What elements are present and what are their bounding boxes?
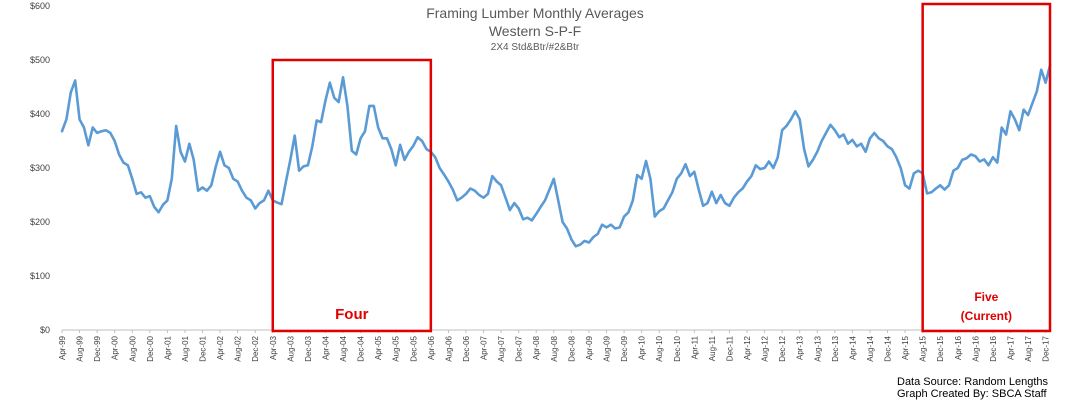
x-tick-label: Apr-17 [1006,335,1015,360]
x-tick-label: Dec-15 [936,335,945,361]
x-tick-label: Aug-14 [866,335,875,361]
x-tick-label: Aug-01 [181,335,190,361]
x-tick-label: Dec-00 [146,335,155,361]
x-tick-label: Apr-07 [480,335,489,360]
x-tick-label: Apr-05 [374,335,383,360]
y-tick-label: $400 [30,109,50,119]
y-tick-label: $200 [30,217,50,227]
x-tick-label: Dec-03 [304,335,313,361]
x-tick-label: Dec-12 [778,335,787,361]
x-tick-label: Aug-00 [128,335,137,361]
x-tick-label: Apr-01 [163,335,172,360]
series-line [60,64,1052,248]
y-tick-label: $600 [30,1,50,11]
annotation-box [271,58,433,333]
x-tick-label: Apr-14 [848,335,857,360]
x-tick-label: Aug-17 [1024,335,1033,361]
x-tick-label: Aug-15 [919,335,928,361]
x-tick-label: Apr-11 [690,335,699,359]
x-tick-label: Dec-09 [620,335,629,361]
annotation-box [921,2,1052,333]
x-tick-label: Apr-13 [796,335,805,360]
x-tick-label: Dec-02 [251,335,260,361]
x-tick-label: Aug-10 [655,335,664,361]
x-tick-label: Dec-06 [462,335,471,361]
x-tick-label: Dec-05 [409,335,418,361]
annotation-label: Five [974,290,998,304]
x-tick-label: Apr-10 [638,335,647,360]
x-tick-label: Aug-05 [392,335,401,361]
x-tick-label: Aug-11 [708,335,717,361]
x-tick-label: Dec-10 [673,335,682,361]
data-source-note: Data Source: Random Lengths Graph Create… [897,376,1048,400]
x-tick-label: Apr-04 [321,335,330,360]
x-tick-label: Dec-14 [884,335,893,361]
annotation-label: Four [335,306,368,323]
created-by-line: Graph Created By: SBCA Staff [897,388,1047,400]
x-tick-label: Apr-06 [427,335,436,360]
x-tick-label: Apr-15 [901,335,910,360]
x-tick-label: Apr-03 [269,335,278,360]
x-tick-label: Aug-12 [761,335,770,361]
x-tick-label: Dec-11 [725,335,734,361]
source-line: Data Source: Random Lengths [897,376,1049,388]
x-tick-label: Dec-99 [93,335,102,361]
x-tick-label: Apr-16 [954,335,963,360]
x-tick-label: Aug-02 [234,335,243,361]
x-tick-label: Aug-06 [444,335,453,361]
x-tick-label: Dec-13 [831,335,840,361]
x-tick-label: Dec-17 [1042,335,1051,361]
x-tick-label: Apr-09 [585,335,594,360]
x-tick-label: Dec-07 [515,335,524,361]
x-tick-label: Aug-09 [602,335,611,361]
x-tick-label: Dec-16 [989,335,998,361]
x-tick-label: Aug-99 [76,335,85,361]
x-tick-label: Dec-01 [199,335,208,361]
x-tick-label: Aug-04 [339,335,348,361]
x-tick-label: Aug-13 [813,335,822,361]
chart-title: Framing Lumber Monthly Averages [426,5,644,21]
x-tick-label: Apr-12 [743,335,752,360]
chart-subtitle: Western S-P-F [488,23,582,39]
y-tick-label: $300 [30,163,50,173]
x-tick-label: Dec-08 [567,335,576,361]
x-tick-label: Aug-07 [497,335,506,361]
annotation-sublabel: (Current) [961,309,1012,323]
y-tick-label: $0 [40,325,50,335]
x-tick-label: Aug-03 [286,335,295,361]
y-tick-label: $500 [30,55,50,65]
chart-subtitle-2: 2X4 Std&Btr/#2&Btr [490,42,580,53]
x-tick-label: Apr-00 [111,335,120,360]
x-tick-label: Aug-08 [550,335,559,361]
x-tick-label: Dec-04 [357,335,366,361]
y-tick-label: $100 [30,271,50,281]
x-tick-label: Apr-08 [532,335,541,360]
x-tick-label: Aug-16 [971,335,980,361]
chart-title-block: Framing Lumber Monthly Averages Western … [385,4,685,56]
x-tick-label: Apr-99 [58,335,67,360]
x-tick-label: Apr-02 [216,335,225,360]
